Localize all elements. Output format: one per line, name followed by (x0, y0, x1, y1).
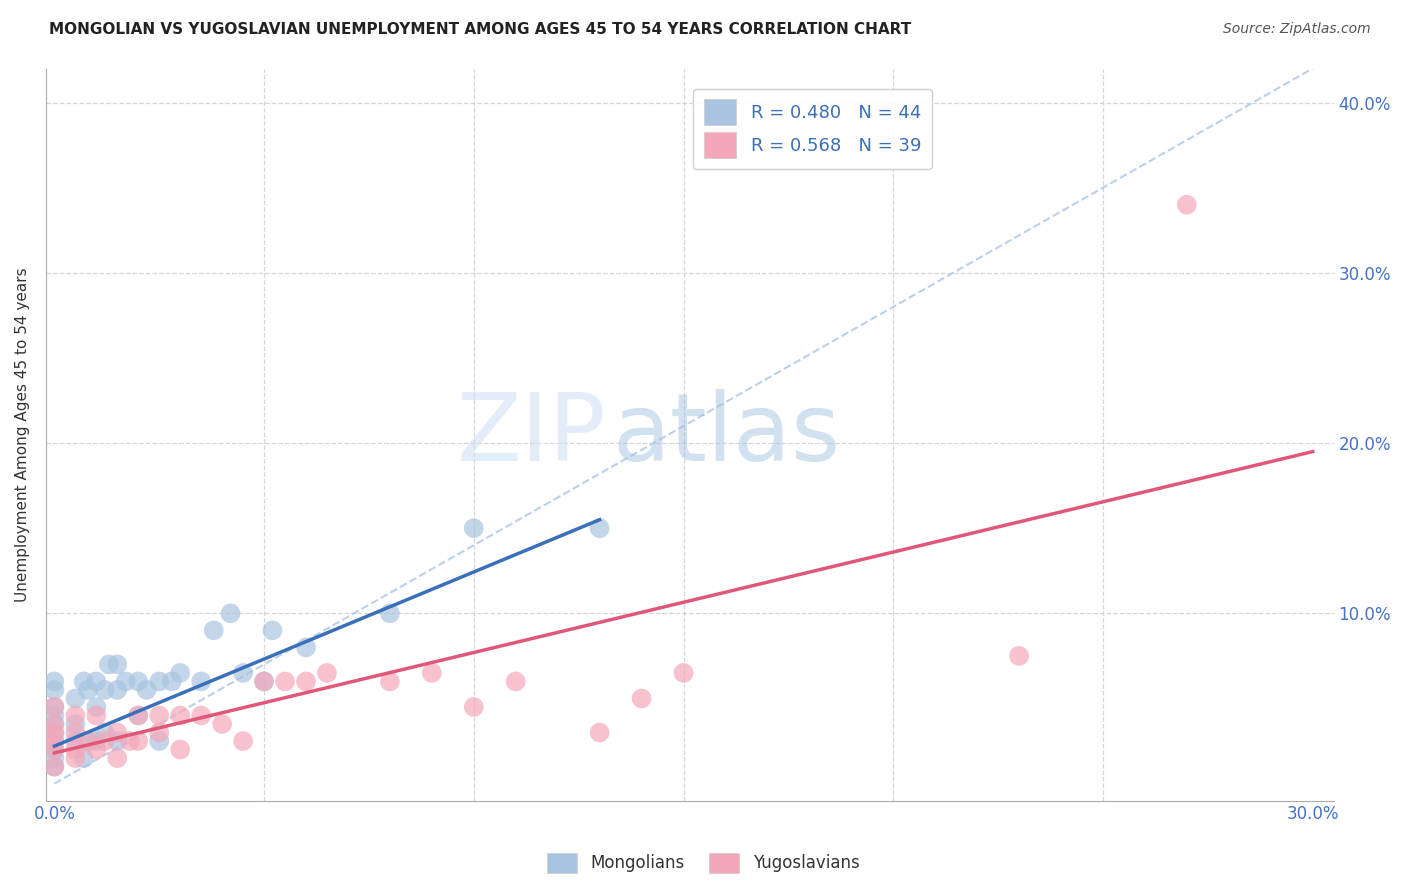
Point (44, 717, 66, 731)
Point (44, 708, 66, 723)
Point (65, 691, 87, 706)
Point (630, 691, 652, 706)
Point (105, 682, 128, 697)
Point (232, 734, 254, 748)
Point (672, 665, 695, 680)
Point (378, 607, 401, 621)
Point (44, 734, 66, 748)
Point (84, 734, 107, 748)
Point (505, 674, 527, 689)
Point (127, 674, 149, 689)
Point (84, 708, 107, 723)
Point (295, 674, 318, 689)
Point (73, 751, 96, 765)
Point (93, 682, 115, 697)
Point (378, 674, 401, 689)
Point (127, 708, 149, 723)
Point (420, 665, 443, 680)
Point (219, 607, 242, 621)
Point (588, 725, 610, 739)
Point (44, 700, 66, 714)
Point (44, 759, 66, 773)
Text: ZIP: ZIP (457, 389, 606, 481)
Point (65, 725, 87, 739)
Point (114, 674, 136, 689)
Point (44, 700, 66, 714)
Point (190, 708, 212, 723)
Point (253, 674, 276, 689)
Point (148, 734, 170, 748)
Point (211, 717, 233, 731)
Point (148, 708, 170, 723)
Point (44, 742, 66, 756)
Point (274, 674, 297, 689)
Point (148, 725, 170, 739)
Point (84, 674, 107, 689)
Point (44, 742, 66, 756)
Point (84, 700, 107, 714)
Point (44, 725, 66, 739)
Point (316, 665, 339, 680)
Point (463, 521, 485, 535)
Point (262, 624, 284, 638)
Point (295, 640, 318, 655)
Point (118, 734, 141, 748)
Point (77, 682, 100, 697)
Point (84, 742, 107, 756)
Point (77, 734, 100, 748)
Point (65, 717, 87, 731)
Point (77, 734, 100, 748)
Legend: Mongolians, Yugoslavians: Mongolians, Yugoslavians (540, 847, 866, 880)
Point (127, 708, 149, 723)
Point (44, 725, 66, 739)
Point (44, 759, 66, 773)
Point (169, 742, 191, 756)
Point (65, 734, 87, 748)
Point (73, 674, 96, 689)
Point (463, 700, 485, 714)
Point (1175, 198, 1198, 212)
Legend: R = 0.480   N = 44, R = 0.568   N = 39: R = 0.480 N = 44, R = 0.568 N = 39 (693, 88, 932, 169)
Point (105, 751, 128, 765)
Point (1008, 648, 1031, 663)
Point (169, 708, 191, 723)
Y-axis label: Unemployment Among Ages 45 to 54 years: Unemployment Among Ages 45 to 54 years (15, 268, 30, 602)
Point (93, 725, 115, 739)
Text: atlas: atlas (613, 389, 841, 481)
Point (105, 734, 128, 748)
Point (169, 665, 191, 680)
Point (588, 521, 610, 535)
Point (93, 734, 115, 748)
Point (44, 734, 66, 748)
Point (202, 624, 225, 638)
Point (44, 751, 66, 765)
Point (190, 674, 212, 689)
Point (127, 734, 149, 748)
Point (65, 708, 87, 723)
Point (44, 674, 66, 689)
Text: Source: ZipAtlas.com: Source: ZipAtlas.com (1223, 22, 1371, 37)
Point (148, 674, 170, 689)
Point (44, 682, 66, 697)
Point (160, 674, 183, 689)
Point (105, 725, 128, 739)
Text: MONGOLIAN VS YUGOSLAVIAN UNEMPLOYMENT AMONG AGES 45 TO 54 YEARS CORRELATION CHAR: MONGOLIAN VS YUGOSLAVIAN UNEMPLOYMENT AM… (49, 22, 911, 37)
Point (232, 665, 254, 680)
Point (65, 742, 87, 756)
Point (97, 657, 120, 672)
Point (135, 682, 157, 697)
Point (105, 657, 128, 672)
Point (253, 674, 276, 689)
Point (65, 751, 87, 765)
Point (44, 717, 66, 731)
